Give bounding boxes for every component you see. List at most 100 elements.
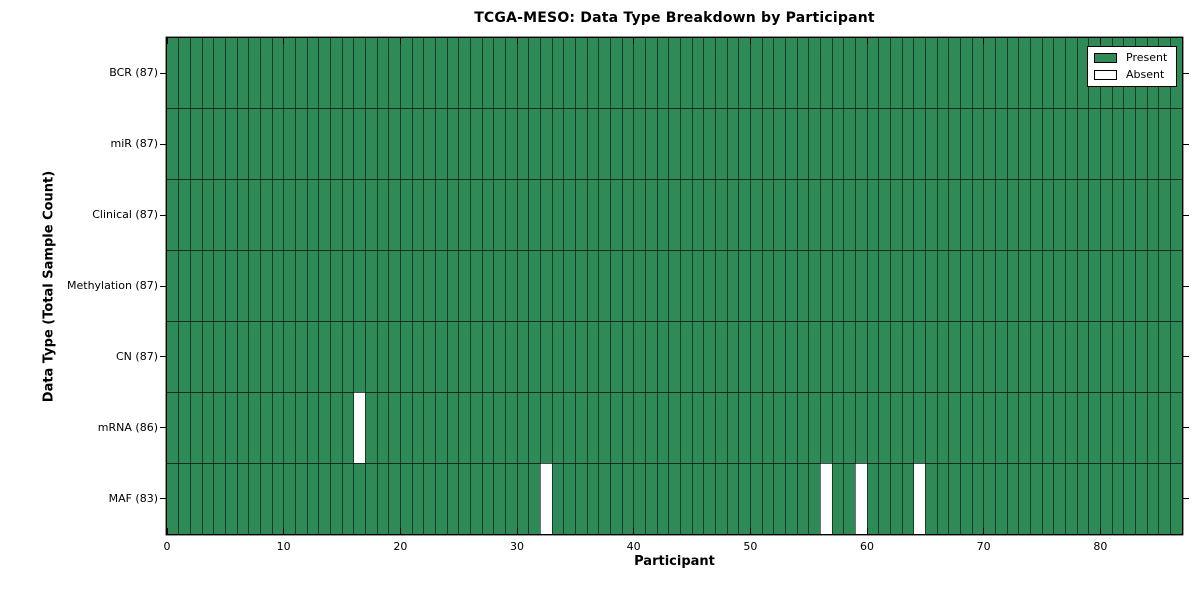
- grid-line-vertical: [493, 38, 495, 534]
- grid-line-vertical: [1041, 38, 1043, 534]
- grid-line-vertical: [178, 38, 180, 534]
- grid-line-vertical: [224, 38, 226, 534]
- legend-entry-absent: Absent: [1094, 69, 1167, 81]
- grid-line-vertical: [913, 38, 915, 534]
- y-tick: [1183, 143, 1189, 145]
- grid-line-vertical: [248, 38, 250, 534]
- x-tick: [399, 528, 401, 534]
- x-tick: [866, 38, 868, 44]
- grid-line-vertical: [738, 38, 740, 534]
- x-tick: [283, 528, 285, 534]
- y-tick-label: CN (87): [116, 349, 158, 363]
- x-tick-label: 40: [626, 540, 641, 553]
- grid-line-vertical: [423, 38, 425, 534]
- grid-line-vertical: [563, 38, 565, 534]
- grid-line-vertical: [889, 38, 891, 534]
- grid-line-vertical: [668, 38, 670, 534]
- grid-line-vertical: [621, 38, 623, 534]
- grid-line-vertical: [1006, 38, 1008, 534]
- x-tick: [633, 38, 635, 44]
- y-tick: [160, 356, 166, 358]
- grid-line-vertical: [656, 38, 658, 534]
- grid-line-horizontal: [167, 462, 1182, 464]
- y-tick: [160, 214, 166, 216]
- y-tick: [160, 72, 166, 74]
- grid-line-vertical: [784, 38, 786, 534]
- x-tick: [1099, 528, 1101, 534]
- grid-line-vertical: [609, 38, 611, 534]
- grid-line-vertical: [644, 38, 646, 534]
- x-tick: [983, 38, 985, 44]
- grid-line-vertical: [726, 38, 728, 534]
- grid-line-vertical: [1111, 38, 1113, 534]
- grid-line-vertical: [411, 38, 413, 534]
- grid-line-vertical: [271, 38, 273, 534]
- x-axis-title: Participant: [634, 554, 715, 569]
- x-tick: [283, 38, 285, 44]
- x-tick-label: 60: [860, 540, 874, 553]
- grid-line-vertical: [353, 38, 355, 534]
- y-tick: [160, 285, 166, 287]
- grid-line-vertical: [516, 38, 518, 534]
- legend-entry-present: Present: [1094, 52, 1167, 64]
- grid-line-horizontal: [167, 391, 1182, 393]
- grid-line-horizontal: [167, 250, 1182, 252]
- grid-line-vertical: [959, 38, 961, 534]
- plot-area: [160, 38, 1189, 534]
- x-tick-label: 30: [510, 540, 524, 553]
- grid-line-vertical: [1029, 38, 1031, 534]
- legend-label-absent: Absent: [1126, 68, 1165, 81]
- grid-line-vertical: [983, 38, 985, 534]
- x-tick: [749, 528, 751, 534]
- grid-line-vertical: [714, 38, 716, 534]
- grid-line-vertical: [213, 38, 215, 534]
- x-tick-label: 80: [1093, 540, 1108, 553]
- grid-line-vertical: [936, 38, 938, 534]
- grid-line-vertical: [1076, 38, 1078, 534]
- grid-line-vertical: [994, 38, 996, 534]
- y-tick-label: Methylation (87): [67, 279, 158, 292]
- grid-line-vertical: [551, 38, 553, 534]
- y-tick-label: mRNA (86): [97, 420, 158, 434]
- grid-line-horizontal: [167, 108, 1182, 110]
- grid-line-vertical: [1088, 38, 1090, 534]
- grid-line-vertical: [1053, 38, 1055, 534]
- present-swatch-icon: [1094, 53, 1117, 63]
- grid-line-vertical: [189, 38, 191, 534]
- y-tick-label: Clinical (87): [92, 208, 158, 222]
- grid-line-vertical: [201, 38, 203, 534]
- grid-line-vertical: [796, 38, 798, 534]
- grid-line-vertical: [469, 38, 471, 534]
- y-tick-label: BCR (87): [109, 66, 158, 80]
- grid-line-vertical: [761, 38, 763, 534]
- grid-line-vertical: [831, 38, 833, 534]
- y-tick: [1183, 285, 1189, 287]
- grid-line-vertical: [633, 38, 635, 534]
- grid-line-vertical: [1169, 38, 1171, 534]
- grid-line-vertical: [399, 38, 401, 534]
- y-tick: [1183, 214, 1189, 216]
- legend-label-present: Present: [1126, 51, 1168, 64]
- grid-line-horizontal: [167, 179, 1182, 181]
- grid-line-vertical: [434, 38, 436, 534]
- grid-line-vertical: [598, 38, 600, 534]
- y-tick-label: MAF (83): [108, 491, 158, 505]
- x-tick-label: 20: [393, 540, 408, 553]
- grid-line-vertical: [341, 38, 343, 534]
- grid-line-vertical: [329, 38, 331, 534]
- grid-line-vertical: [1099, 38, 1101, 534]
- grid-line-vertical: [481, 38, 483, 534]
- grid-cell-absent: [353, 392, 366, 464]
- grid-line-vertical: [446, 38, 448, 534]
- grid-line-vertical: [854, 38, 856, 534]
- grid-line-vertical: [1018, 38, 1020, 534]
- grid-line-vertical: [1134, 38, 1136, 534]
- grid-line-vertical: [283, 38, 285, 534]
- grid-line-vertical: [1146, 38, 1148, 534]
- grid-line-vertical: [259, 38, 261, 534]
- x-tick: [166, 528, 168, 534]
- grid-line-vertical: [528, 38, 530, 534]
- grid-cell-absent: [855, 463, 867, 534]
- grid-cell-absent: [540, 463, 552, 534]
- grid-line-vertical: [236, 38, 238, 534]
